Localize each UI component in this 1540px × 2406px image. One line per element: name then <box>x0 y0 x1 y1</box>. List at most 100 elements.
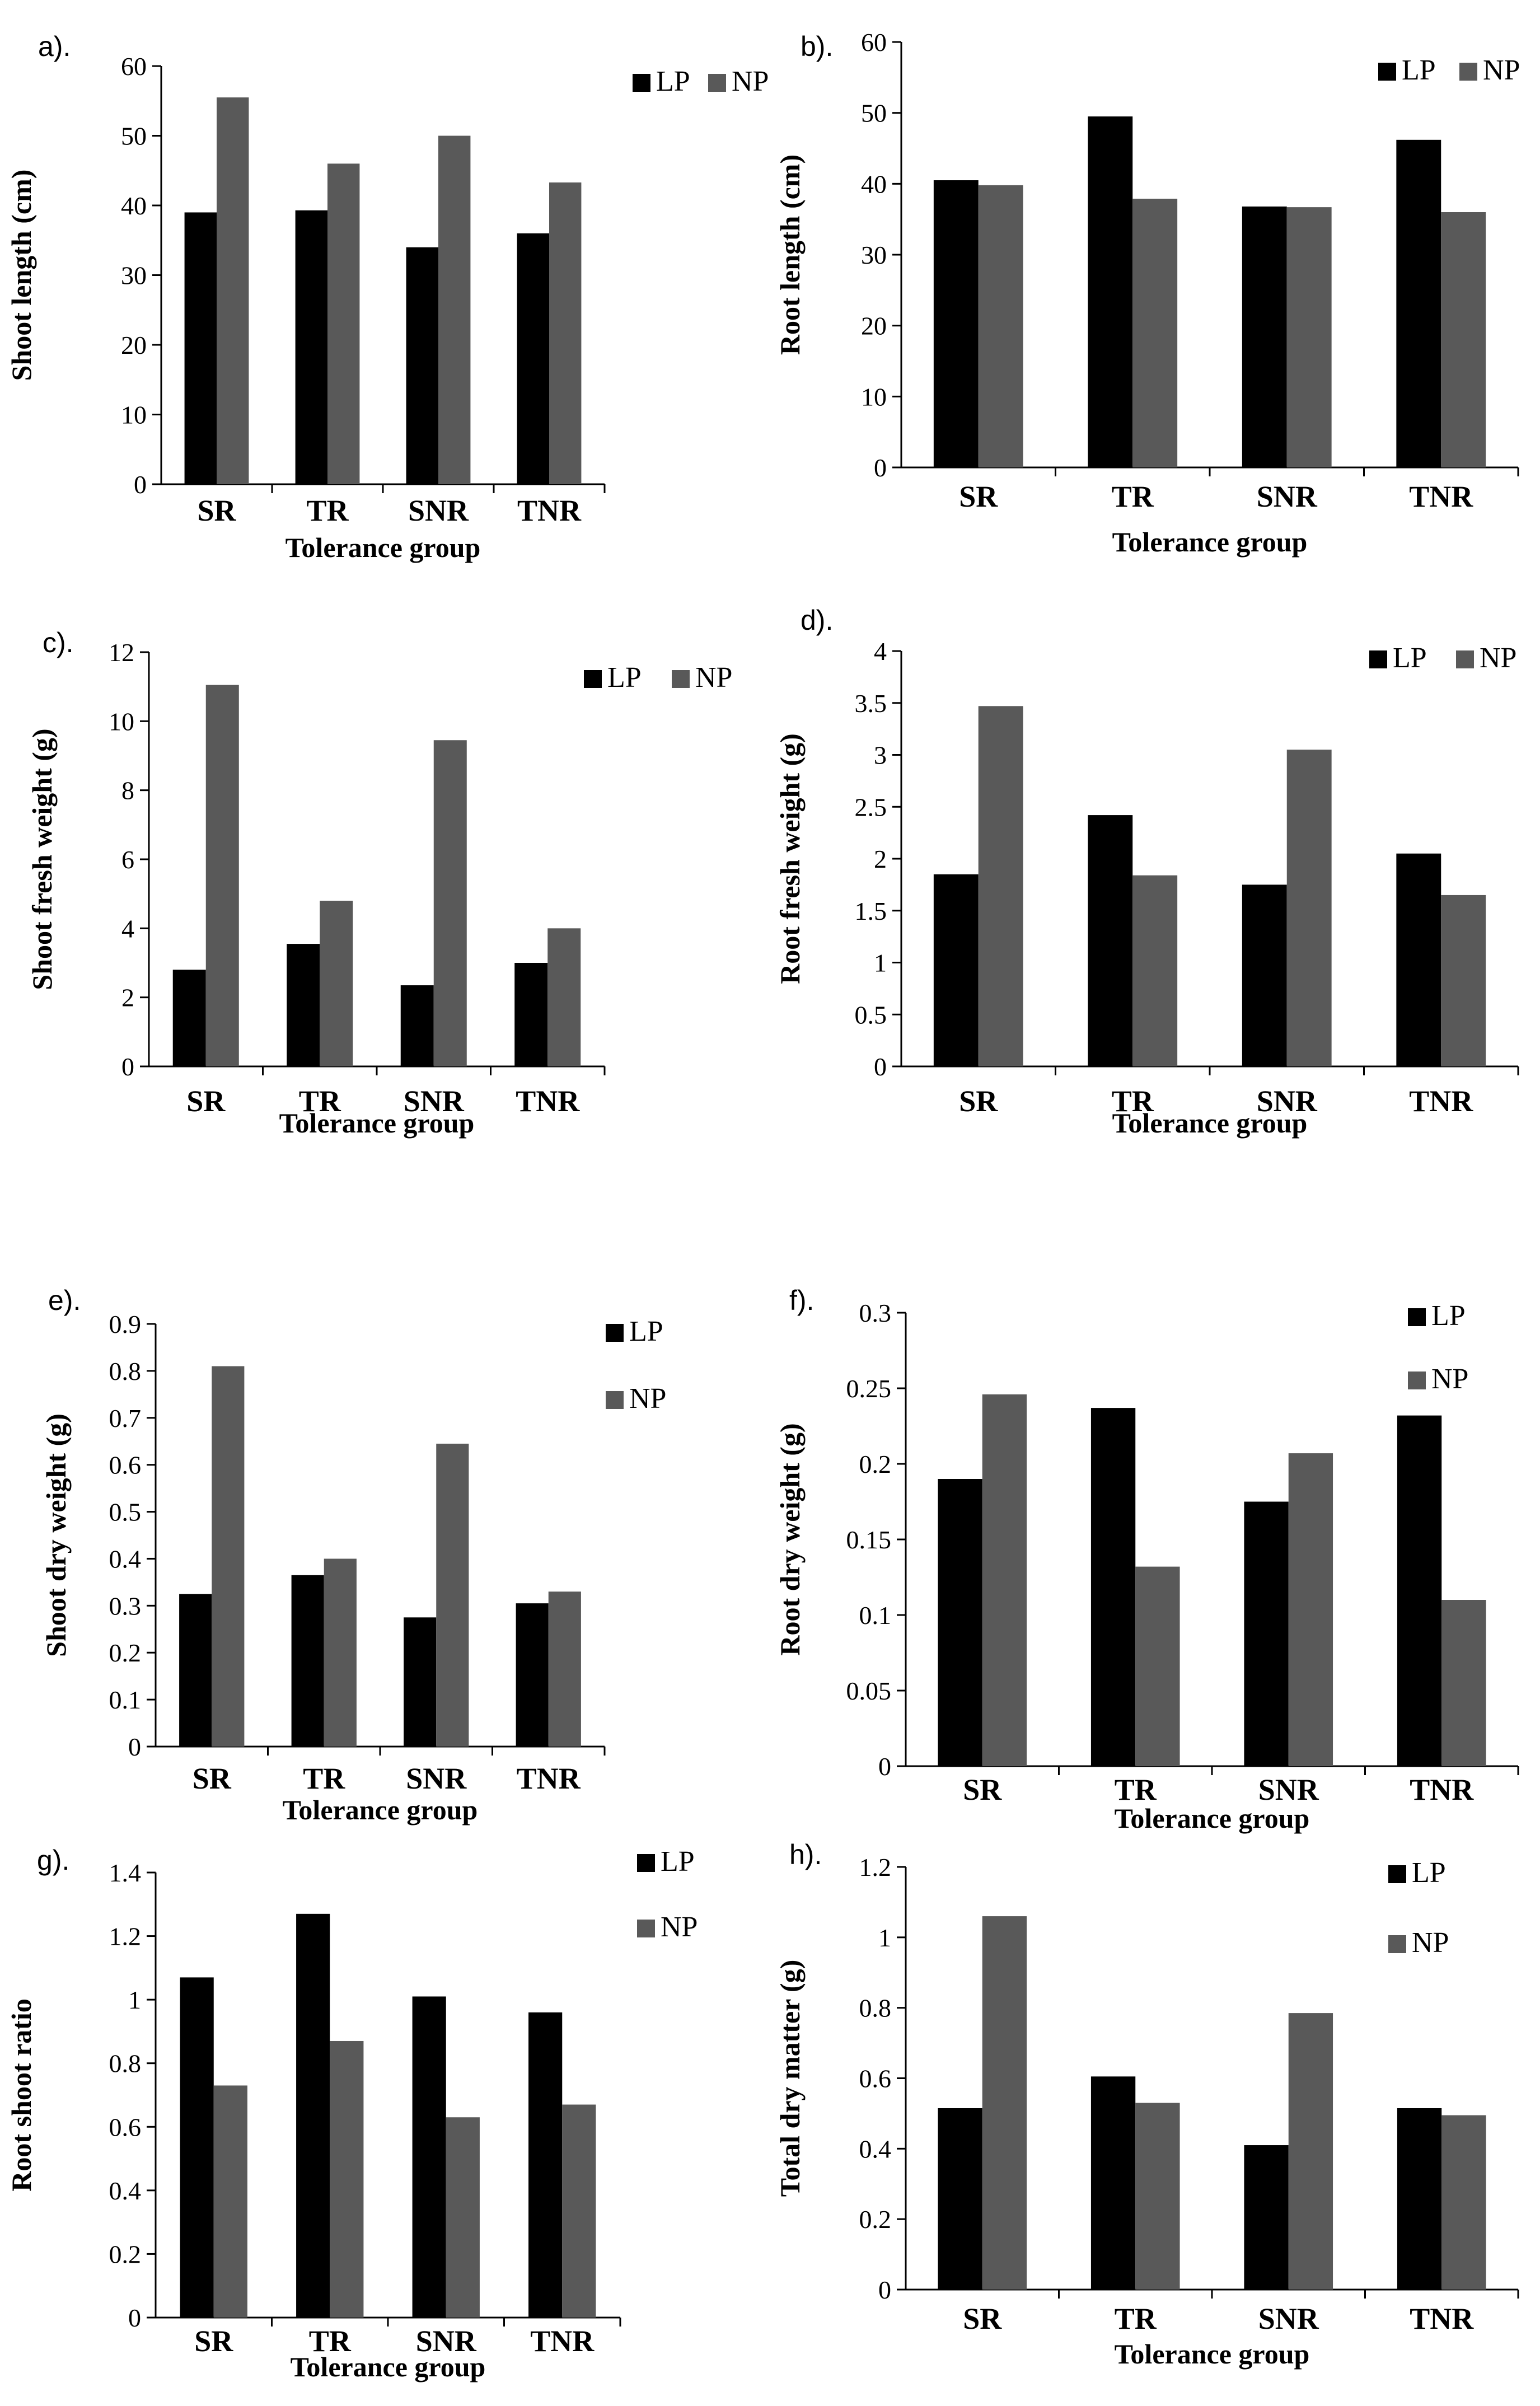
bar-np-sr <box>205 685 239 1066</box>
x-category-label: TNR <box>516 1084 580 1118</box>
x-axis-title: Tolerance group <box>1115 2338 1310 2370</box>
chart-panel-7: h). 0 0.2 0.4 0.6 0.8 1 1.2 SR TR SNR TNR Tolerance … <box>774 1839 1519 2370</box>
bar-lp-tr <box>1088 815 1133 1066</box>
y-tick-label: 0.2 <box>859 2205 892 2234</box>
bar-np-sr <box>978 185 1023 467</box>
bar-lp-snr <box>1244 2145 1289 2290</box>
bar-np-sr <box>212 1366 245 1747</box>
panel-label: f). <box>789 1285 814 1316</box>
bar-np-sr <box>213 2085 247 2318</box>
y-tick-label: 0.2 <box>859 1450 892 1478</box>
chart-panel-6: g). 0 0.2 0.4 0.6 0.8 1 1.2 1.4 SR TR SNR TNR Toleran… <box>6 1845 698 2382</box>
x-category-label: TR <box>309 2324 352 2358</box>
bar-np-snr <box>1286 750 1332 1066</box>
x-category-label: TNR <box>1410 1773 1474 1806</box>
x-category-label: SR <box>963 2302 1002 2335</box>
panel-label: a). <box>38 31 71 62</box>
bar-np-snr <box>433 740 467 1066</box>
y-tick-label: 30 <box>121 261 147 290</box>
y-tick-label: 0.4 <box>109 2176 142 2205</box>
x-category-label: SNR <box>1257 1084 1318 1118</box>
legend-swatch-np <box>1459 63 1477 81</box>
bar-lp-tr <box>1088 116 1133 467</box>
bar-np-snr <box>1286 207 1332 467</box>
legend-label-lp: LP <box>629 1316 663 1347</box>
bar-np-tr <box>330 2040 364 2318</box>
y-axis-title: Root length (cm) <box>774 155 806 355</box>
y-tick-label: 2 <box>874 845 887 873</box>
y-tick-label: 0.8 <box>109 2049 142 2078</box>
x-category-label: SNR <box>1258 2302 1319 2335</box>
x-category-label: SR <box>197 494 236 527</box>
bar-np-tnr <box>1441 1600 1486 1766</box>
legend-label-lp: LP <box>656 65 690 97</box>
legend-label-lp: LP <box>1402 54 1436 86</box>
y-tick-label: 10 <box>121 401 147 429</box>
legend-label-np: NP <box>1483 54 1520 86</box>
chart-panel-2: c). 0 2 4 6 8 10 12 SR TR SNR TNR Tolerance group Sho… <box>26 627 732 1139</box>
bar-lp-tnr <box>516 1603 549 1747</box>
y-tick-label: 0.15 <box>846 1525 892 1554</box>
bar-lp-snr <box>1242 884 1287 1066</box>
y-tick-label: 2.5 <box>855 793 887 821</box>
legend-swatch-np <box>1388 1935 1406 1953</box>
x-category-label: TR <box>306 494 349 527</box>
x-axis-title: Tolerance group <box>1112 526 1308 558</box>
chart-panel-5: f). 0 0.05 0.1 0.15 0.2 0.25 0.3 SR TR SNR TNR Toler… <box>774 1285 1519 1834</box>
bar-np-sr <box>217 97 249 484</box>
x-axis-title: Tolerance group <box>1112 1107 1308 1139</box>
bar-np-tr <box>1132 198 1178 467</box>
bar-np-tr <box>1135 2103 1180 2290</box>
x-category-label: SR <box>186 1084 226 1118</box>
legend-swatch-lp <box>633 74 650 92</box>
y-tick-label: 50 <box>861 99 887 128</box>
y-tick-label: 0.7 <box>109 1404 142 1433</box>
y-tick-label: 40 <box>861 170 887 198</box>
legend-swatch-np <box>672 670 690 688</box>
panel-label: b). <box>801 31 833 62</box>
x-category-label: SR <box>963 1773 1002 1806</box>
y-tick-label: 0.4 <box>859 2134 892 2163</box>
legend-label-np: NP <box>629 1383 666 1415</box>
y-tick-label: 0.25 <box>846 1374 892 1403</box>
legend-swatch-lp <box>637 1854 655 1872</box>
y-axis-title: Root shoot ratio <box>6 1998 37 2191</box>
panel-label: d). <box>801 605 833 636</box>
y-tick-label: 30 <box>861 241 887 269</box>
bar-lp-tnr <box>528 2012 563 2318</box>
x-axis-title: Tolerance group <box>285 532 481 563</box>
bar-np-tr <box>320 901 353 1066</box>
chart-panel-3: d). 0 0.5 1 1.5 2 2.5 3 3.5 4 SR TR SNR TNR Tolerance … <box>774 605 1519 1139</box>
y-tick-label: 0 <box>874 453 887 482</box>
panel-label: c). <box>43 627 74 658</box>
bar-lp-sr <box>938 2108 982 2290</box>
y-tick-label: 10 <box>109 707 134 736</box>
y-axis-title: Shoot length (cm) <box>6 170 37 381</box>
y-tick-label: 0.1 <box>109 1686 142 1714</box>
bar-lp-tr <box>291 1575 324 1747</box>
y-tick-label: 1 <box>878 1923 891 1952</box>
y-tick-label: 0 <box>128 1733 141 1761</box>
y-tick-label: 1 <box>128 1986 141 2014</box>
bar-lp-sr <box>172 970 206 1066</box>
bar-lp-tnr <box>1397 2108 1442 2290</box>
y-tick-label: 0.6 <box>109 2113 142 2141</box>
bar-lp-sr <box>933 874 979 1066</box>
bar-lp-tr <box>1090 2076 1136 2290</box>
y-axis-title: Root fresh weight (g) <box>774 733 806 984</box>
bar-lp-tr <box>1090 1408 1136 1766</box>
y-tick-label: 0.3 <box>859 1299 892 1327</box>
panel-label: e). <box>48 1285 81 1316</box>
x-category-label: TR <box>303 1762 345 1795</box>
bar-np-sr <box>978 706 1023 1066</box>
y-tick-label: 20 <box>121 331 147 359</box>
bar-np-sr <box>982 1394 1027 1766</box>
y-tick-label: 4 <box>121 914 134 943</box>
y-tick-label: 0 <box>878 1752 891 1781</box>
y-tick-label: 60 <box>121 52 147 81</box>
legend-label-np: NP <box>1412 1927 1449 1959</box>
y-tick-label: 0.2 <box>109 1639 142 1667</box>
bar-lp-sr <box>179 1594 212 1747</box>
bar-lp-tr <box>295 210 327 484</box>
legend-swatch-np <box>606 1391 624 1409</box>
